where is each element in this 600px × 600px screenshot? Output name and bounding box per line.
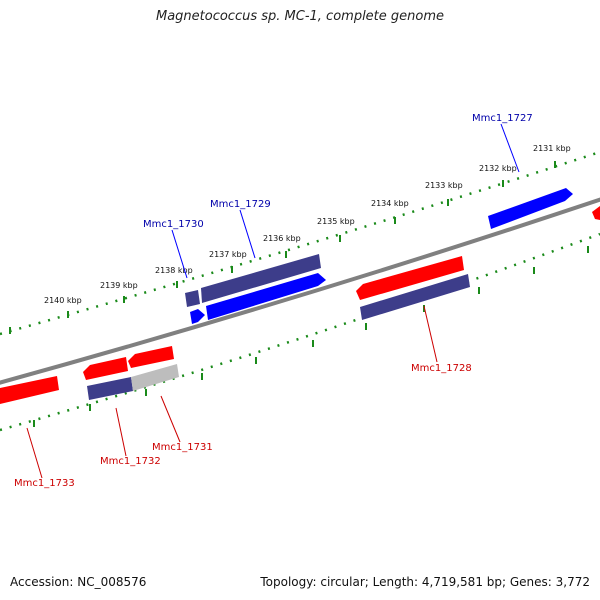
- gene-label-1731[interactable]: Mmc1_1731: [152, 442, 213, 453]
- tick-label-2140: 2140 kbp: [44, 296, 82, 305]
- genome-summary-text: Topology: circular; Length: 4,719,581 bp…: [260, 575, 590, 589]
- gene-label-1730[interactable]: Mmc1_1730: [143, 219, 204, 230]
- feature-bar-lower-right[interactable]: [360, 274, 470, 320]
- gene-arrow-1730[interactable]: [190, 309, 205, 324]
- feature-bar-upper-short[interactable]: [185, 290, 200, 307]
- gene-label-1733[interactable]: Mmc1_1733: [14, 478, 75, 489]
- gene-arrow-1732[interactable]: [83, 357, 128, 380]
- gene-label-1729[interactable]: Mmc1_1729: [210, 199, 271, 210]
- feature-bar-grey[interactable]: [131, 364, 179, 391]
- outer-tick-ring: [0, 150, 600, 336]
- gene-arrow-1728[interactable]: [356, 256, 464, 300]
- leader-line-1728: [423, 305, 438, 363]
- leader-line-1731: [160, 395, 181, 443]
- leader-line-1730: [171, 229, 188, 279]
- tick-label-2134: 2134 kbp: [371, 199, 409, 208]
- tick-label-2138: 2138 kbp: [155, 266, 193, 275]
- accession-text: Accession: NC_008576: [10, 575, 147, 589]
- leader-line-1727: [500, 123, 520, 173]
- gene-label-1732[interactable]: Mmc1_1732: [100, 456, 161, 467]
- genome-backbone: [0, 197, 600, 385]
- gene-arrow-edge-right[interactable]: [592, 206, 600, 220]
- inner-major-ticks: [33, 246, 589, 427]
- gene-arrow-1727[interactable]: [488, 188, 573, 229]
- leader-line-1733: [26, 427, 43, 479]
- gene-label-1728[interactable]: Mmc1_1728: [411, 363, 472, 374]
- leader-line-1732: [115, 407, 127, 457]
- tick-label-2135: 2135 kbp: [317, 217, 355, 226]
- tick-label-2132: 2132 kbp: [479, 164, 517, 173]
- tick-label-2137: 2137 kbp: [209, 250, 247, 259]
- map-title: Magnetococcus sp. MC-1, complete genome: [155, 9, 445, 24]
- gene-label-1727[interactable]: Mmc1_1727: [472, 113, 533, 124]
- outer-major-ticks: [9, 161, 556, 334]
- leader-line-1729: [239, 209, 256, 259]
- feature-bar-upper-long[interactable]: [201, 254, 321, 303]
- inner-tick-ring: [0, 232, 600, 432]
- tick-label-2131: 2131 kbp: [533, 144, 571, 153]
- tick-label-2139: 2139 kbp: [100, 281, 138, 290]
- gene-arrow-1733[interactable]: [0, 376, 59, 404]
- feature-bar-lower-left[interactable]: [87, 377, 133, 400]
- gene-arrow-1729[interactable]: [206, 273, 326, 320]
- tick-label-2133: 2133 kbp: [425, 181, 463, 190]
- tick-label-2136: 2136 kbp: [263, 234, 301, 243]
- gene-arrow-1731[interactable]: [128, 346, 174, 368]
